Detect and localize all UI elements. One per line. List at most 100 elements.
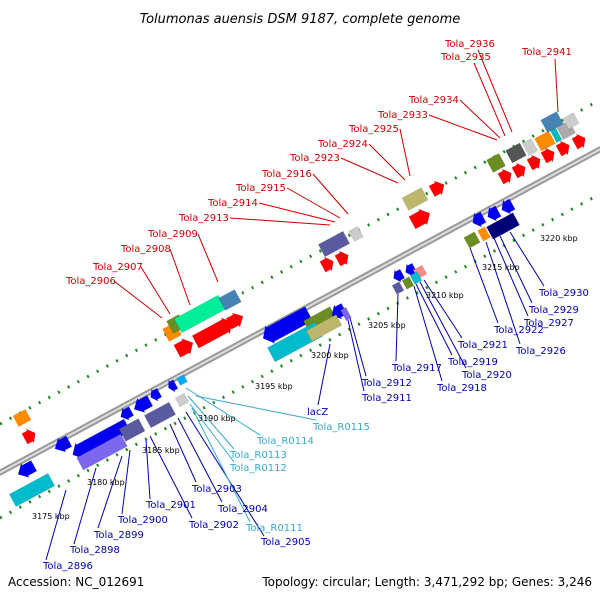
gene-label[interactable]: Tola_2902 xyxy=(188,520,239,531)
reverse-gene-arrow[interactable] xyxy=(117,405,134,423)
gene-box[interactable] xyxy=(534,130,556,152)
reverse-gene-arrow[interactable] xyxy=(130,394,154,417)
gene-box[interactable] xyxy=(409,271,423,285)
forward-gene-arrow[interactable] xyxy=(540,145,558,165)
gene-label[interactable]: Tola_R0113 xyxy=(229,450,287,461)
gene-label[interactable]: Tola_2896 xyxy=(42,561,93,572)
gene-label[interactable]: Tola_2925 xyxy=(348,124,399,135)
gene-label[interactable]: Tola_2909 xyxy=(147,229,198,240)
gene-label[interactable]: Tola_2934 xyxy=(408,95,459,106)
forward-gene-arrow[interactable] xyxy=(555,138,573,158)
gene-label[interactable]: Tola_2901 xyxy=(145,500,196,511)
gene-label[interactable]: Tola_R0115 xyxy=(312,422,370,433)
gene-label[interactable]: Tola_2908 xyxy=(120,244,171,255)
gene-label[interactable]: Tola_2930 xyxy=(538,288,589,299)
gene-label[interactable]: Tola_2926 xyxy=(515,346,566,357)
gene-box[interactable] xyxy=(76,433,128,471)
forward-gene-arrow[interactable] xyxy=(173,335,197,359)
gene-label[interactable]: Tola_2929 xyxy=(528,305,579,316)
gene-box[interactable] xyxy=(486,153,506,173)
gene-label[interactable]: Tola_2913 xyxy=(178,213,229,224)
gene-box[interactable] xyxy=(118,418,146,442)
gene-box[interactable] xyxy=(463,231,481,249)
reverse-gene-arrow[interactable] xyxy=(484,204,502,224)
gene-box[interactable] xyxy=(486,212,520,240)
reverse-gene-arrow[interactable] xyxy=(390,267,406,284)
genome-summary-text: Topology: circular; Length: 3,471,292 bp… xyxy=(261,575,592,589)
ruler-tick-label: 3210 kbp xyxy=(426,291,464,300)
gene-label[interactable]: Tola_2904 xyxy=(217,504,268,515)
reverse-gene-arrow[interactable] xyxy=(51,434,73,456)
gene-label[interactable]: Tola_2903 xyxy=(191,484,242,495)
reverse-gene-arrow[interactable] xyxy=(14,459,38,482)
reverse-gene-arrow[interactable] xyxy=(147,386,163,403)
gene-label[interactable]: Tola_2927 xyxy=(523,318,574,329)
gene-box[interactable] xyxy=(144,401,176,429)
gene-label[interactable]: Tola_2900 xyxy=(117,515,168,526)
forward-gene-arrow[interactable] xyxy=(191,314,237,350)
gene-label[interactable]: Tola_2919 xyxy=(447,357,498,368)
gene-box[interactable] xyxy=(340,306,352,322)
gene-label[interactable]: Tola_2922 xyxy=(493,325,544,336)
gene-box[interactable] xyxy=(174,392,190,408)
gene-label[interactable]: Tola_2921 xyxy=(457,340,508,351)
gene-label[interactable]: Tola_2915 xyxy=(235,183,286,194)
gene-box[interactable] xyxy=(218,289,242,311)
gene-box[interactable] xyxy=(540,111,564,133)
leader-line xyxy=(499,235,533,304)
gene-label[interactable]: Tola_2911 xyxy=(361,393,412,404)
gene-label[interactable]: Tola_2924 xyxy=(317,139,368,150)
gene-label[interactable]: Tola_2936 xyxy=(444,39,495,50)
gene-label[interactable]: Tola_2912 xyxy=(361,378,412,389)
gene-box[interactable] xyxy=(477,226,491,242)
gene-label[interactable]: Tola_R0111 xyxy=(245,523,303,534)
gene-label[interactable]: Tola_2920 xyxy=(461,370,512,381)
gene-label[interactable]: Tola_2899 xyxy=(93,530,144,541)
gene-box[interactable] xyxy=(391,281,405,295)
gene-label[interactable]: Tola_2907 xyxy=(92,262,143,273)
forward-gene-arrow[interactable] xyxy=(334,248,352,268)
leader-line xyxy=(485,241,521,345)
gene-box[interactable] xyxy=(176,374,188,386)
gene-label[interactable]: Tola_2906 xyxy=(65,276,116,287)
gene-box[interactable] xyxy=(348,226,364,242)
gene-box[interactable] xyxy=(12,409,32,427)
reverse-gene-arrow[interactable] xyxy=(165,378,179,394)
gene-label[interactable]: Tola_2941 xyxy=(521,47,572,58)
gene-box[interactable] xyxy=(562,112,580,130)
forward-gene-arrow[interactable] xyxy=(511,160,529,180)
forward-gene-arrow[interactable] xyxy=(526,152,544,172)
forward-gene-arrow[interactable] xyxy=(225,309,247,331)
gene-label[interactable]: Tola_R0114 xyxy=(256,436,314,447)
forward-gene-arrow[interactable] xyxy=(497,166,515,186)
gene-label[interactable]: lacZ xyxy=(307,407,328,418)
reverse-gene-arrow[interactable] xyxy=(498,197,516,217)
gene-label[interactable]: Tola_2916 xyxy=(261,169,312,180)
leader-line xyxy=(340,157,399,184)
gene-label[interactable]: Tola_2933 xyxy=(377,110,428,121)
forward-gene-arrow[interactable] xyxy=(319,254,337,274)
gene-label[interactable]: Tola_2935 xyxy=(440,52,491,63)
gene-features xyxy=(8,111,589,507)
gene-label[interactable]: Tola_2918 xyxy=(436,383,487,394)
reverse-gene-arrow[interactable] xyxy=(469,210,487,230)
gene-box[interactable] xyxy=(521,138,539,156)
gene-box[interactable] xyxy=(401,187,429,211)
gene-label[interactable]: Tola_2917 xyxy=(391,363,442,374)
gene-box[interactable] xyxy=(318,230,350,258)
gene-label[interactable]: Tola_2898 xyxy=(69,545,120,556)
leader-line xyxy=(286,187,341,219)
gene-box[interactable] xyxy=(8,473,56,507)
gene-box[interactable] xyxy=(401,276,415,290)
gene-label[interactable]: Tola_2914 xyxy=(207,198,258,209)
leader-line xyxy=(258,202,336,223)
forward-gene-arrow[interactable] xyxy=(408,205,434,230)
gene-label[interactable]: Tola_2923 xyxy=(289,153,340,164)
gene-box[interactable] xyxy=(505,142,527,164)
gene-label[interactable]: Tola_2905 xyxy=(260,537,311,548)
forward-gene-arrow[interactable] xyxy=(428,178,448,199)
gene-box[interactable] xyxy=(305,314,343,342)
forward-gene-arrow[interactable] xyxy=(571,131,589,151)
forward-gene-arrow[interactable] xyxy=(21,426,39,446)
gene-label[interactable]: Tola_R0112 xyxy=(229,463,287,474)
